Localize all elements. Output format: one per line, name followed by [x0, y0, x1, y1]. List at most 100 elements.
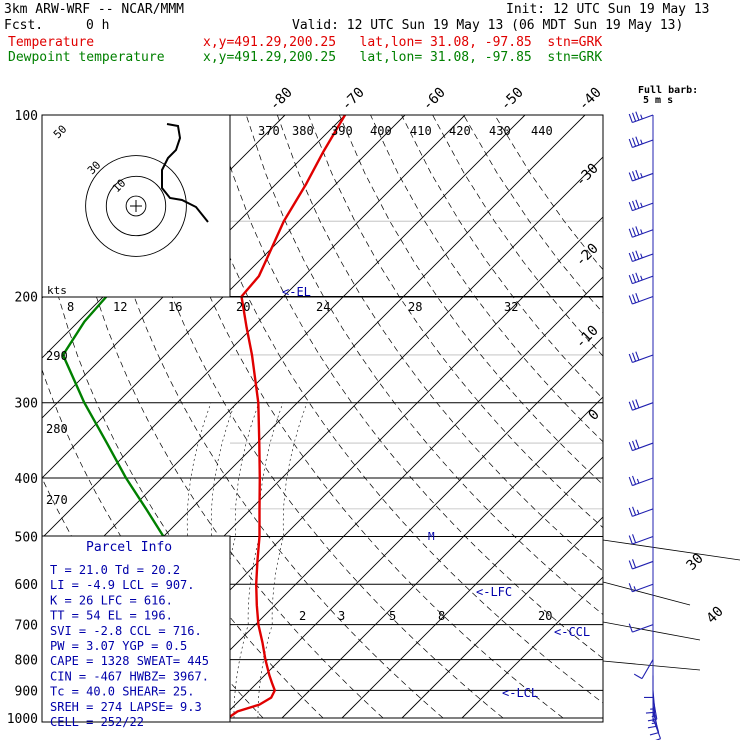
pressure-tick-label: 600	[15, 578, 38, 593]
isotherm-line	[42, 115, 406, 479]
theta-tick-label: 420	[449, 124, 471, 138]
dry-adiabat-line	[121, 115, 504, 719]
temperature-tick-label: 30	[684, 551, 707, 574]
wind-barb-flag	[628, 476, 633, 486]
ccl-annotation: <-CCL	[554, 625, 590, 639]
wind-tick-label: 20	[236, 300, 250, 314]
wind-barb-half-flag	[633, 586, 637, 591]
dry-adiabat-line	[245, 115, 603, 616]
wind-barb	[628, 559, 654, 570]
wind-barb-flag	[632, 352, 637, 362]
wind-barb-half-flag	[651, 722, 657, 725]
temperature-location: x,y=491.29,200.25 lat,lon= 31.08, -97.85…	[203, 35, 603, 50]
wind-barb-flag	[628, 138, 633, 148]
wind-barb	[628, 293, 654, 305]
wind-barb-flag	[628, 401, 633, 411]
isotherm-line	[401, 516, 603, 719]
wind-barb-staff	[632, 583, 654, 593]
wind-barb	[644, 675, 654, 698]
isotherm-line	[341, 456, 603, 719]
barb-legend-unit: 5 m s	[643, 95, 673, 106]
wind-barb	[633, 659, 654, 680]
isotherm-line	[161, 276, 603, 719]
wind-barb	[628, 623, 654, 633]
lfc-annotation: <-LFC	[476, 585, 512, 599]
wind-barb-flag	[628, 535, 633, 545]
wind-barb-flag	[632, 294, 637, 304]
dewpoint-legend: Dewpoint temperature	[8, 50, 165, 65]
wind-barb-flag	[635, 136, 640, 146]
moist-adiabat-line	[161, 402, 212, 718]
wind-barb-flag	[632, 534, 637, 543]
wind-barb-flag	[632, 559, 637, 568]
wind-barb-flag	[647, 725, 657, 729]
wind-barb-staff	[632, 402, 654, 411]
wind-tick-label: 24	[316, 300, 330, 314]
wind-barb-flag	[628, 228, 633, 238]
wind-barb	[628, 272, 654, 285]
isotherm-line	[461, 576, 603, 719]
wind-barb-flag	[632, 137, 637, 147]
mixing-ratio-label: 3	[338, 609, 345, 623]
wind-barb	[628, 534, 654, 545]
wind-barb-flag	[632, 273, 637, 283]
moist-adiabat-line	[257, 402, 308, 718]
wind-barb-flag	[628, 353, 633, 363]
moist-adiabat-line	[185, 402, 236, 718]
wind-barb-flag	[635, 111, 640, 121]
dry-adiabat-line	[432, 115, 603, 357]
wind-tick-label: 12	[113, 300, 127, 314]
m-annotation: M	[428, 530, 435, 543]
parcel-info-row: CIN = -467 HWBZ= 3967.	[50, 669, 209, 683]
valid-time: Valid: 12 UTC Sun 19 May 13 (06 MDT Sun …	[292, 18, 684, 33]
wind-barb	[628, 250, 654, 263]
isotherm-line	[42, 115, 466, 539]
temperature-tick-label: -50	[498, 85, 527, 114]
wind-barb-staff	[632, 296, 654, 305]
wind-barb	[649, 711, 660, 736]
dry-adiabat-line	[276, 115, 603, 572]
parcel-info-row: TT = 54 EL = 196.	[50, 609, 173, 623]
wind-tick-label: 28	[408, 300, 422, 314]
wind-barb-staff	[632, 560, 654, 570]
model-title: 3km ARW-WRF -- NCAR/MMM	[4, 2, 185, 17]
dry-adiabat-line	[370, 115, 603, 443]
isotherm-line	[221, 336, 603, 719]
wind-barb-flag	[632, 475, 637, 485]
el-annotation: <-EL	[282, 285, 311, 299]
wind-barb-flag	[632, 171, 637, 180]
dry-adiabat-line	[339, 115, 603, 486]
pressure-tick-label: 200	[15, 291, 38, 306]
dry-adiabat-line	[152, 115, 564, 719]
wind-barb-half-flag	[640, 202, 643, 208]
pressure-tick-label: 700	[15, 619, 38, 634]
temperature-tick-label: -70	[339, 85, 368, 114]
wind-barb	[628, 226, 654, 238]
wind-barb-flag	[628, 507, 633, 517]
wind-unit-label: kts	[47, 284, 67, 297]
wind-barb	[628, 475, 654, 487]
isotherm-line	[281, 396, 603, 719]
theta-tick-label: 440	[531, 124, 553, 138]
wind-barb-flag	[635, 272, 640, 282]
wind-tick-label: 16	[168, 300, 182, 314]
wind-barb-flag	[628, 441, 633, 451]
hodograph-ring	[125, 195, 147, 217]
forecast-hour: 0 h	[86, 18, 110, 33]
wind-barb-flag	[635, 250, 640, 260]
wind-barb	[628, 399, 654, 411]
parcel-info-row: LI = -4.9 LCL = 907.	[50, 578, 195, 592]
isotherm-extension-line	[602, 581, 691, 606]
parcel-info-row: T = 21.0 Td = 20.2	[50, 563, 180, 577]
dry-adiabat-line	[308, 115, 603, 529]
wind-barb-flag	[632, 506, 637, 516]
wind-barb-flag	[628, 113, 633, 123]
theta-tick-label: 410	[410, 124, 432, 138]
mixing-ratio-label: 2	[299, 609, 306, 623]
wind-barb-flag	[628, 560, 633, 570]
wind-barb-flag	[649, 732, 659, 736]
dry-adiabat-line	[401, 115, 603, 400]
parcel-info-box	[41, 535, 231, 723]
barb-legend-label: Full barb:	[638, 85, 698, 96]
